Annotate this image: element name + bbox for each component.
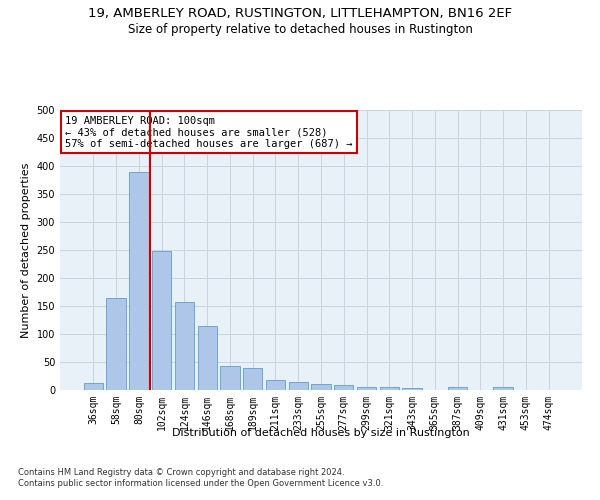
Bar: [311, 384, 331, 390]
Bar: [448, 387, 467, 390]
Bar: [175, 302, 194, 390]
Text: 19 AMBERLEY ROAD: 100sqm
← 43% of detached houses are smaller (528)
57% of semi-: 19 AMBERLEY ROAD: 100sqm ← 43% of detach…: [65, 116, 353, 149]
Bar: [380, 387, 399, 390]
Bar: [493, 387, 513, 390]
Bar: [106, 298, 126, 390]
Text: Distribution of detached houses by size in Rustington: Distribution of detached houses by size …: [172, 428, 470, 438]
Bar: [357, 386, 376, 390]
Bar: [84, 384, 103, 390]
Bar: [243, 368, 262, 390]
Bar: [129, 172, 149, 390]
Bar: [334, 385, 353, 390]
Text: 19, AMBERLEY ROAD, RUSTINGTON, LITTLEHAMPTON, BN16 2EF: 19, AMBERLEY ROAD, RUSTINGTON, LITTLEHAM…: [88, 8, 512, 20]
Bar: [197, 326, 217, 390]
Bar: [152, 251, 172, 390]
Bar: [266, 380, 285, 390]
Bar: [289, 382, 308, 390]
Text: Contains HM Land Registry data © Crown copyright and database right 2024.
Contai: Contains HM Land Registry data © Crown c…: [18, 468, 383, 487]
Bar: [220, 366, 239, 390]
Y-axis label: Number of detached properties: Number of detached properties: [21, 162, 31, 338]
Bar: [403, 388, 422, 390]
Text: Size of property relative to detached houses in Rustington: Size of property relative to detached ho…: [128, 22, 472, 36]
